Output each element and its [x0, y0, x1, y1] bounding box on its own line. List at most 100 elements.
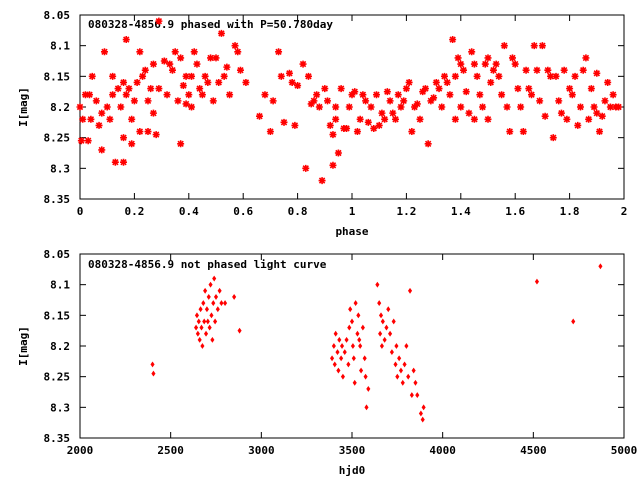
data-points — [150, 263, 603, 423]
data-point — [346, 361, 351, 368]
data-point — [563, 115, 571, 123]
data-point — [212, 275, 217, 282]
data-point — [367, 103, 375, 111]
data-point — [353, 300, 358, 306]
data-point — [275, 48, 283, 56]
data-point — [435, 85, 443, 93]
data-point — [489, 66, 497, 74]
data-point — [92, 97, 100, 105]
data-point — [122, 36, 130, 44]
data-point — [199, 324, 204, 331]
data-point — [420, 416, 425, 423]
data-point — [593, 69, 601, 77]
data-point — [392, 115, 400, 123]
data-point — [117, 103, 125, 111]
data-point — [152, 131, 160, 139]
data-point — [194, 312, 200, 319]
data-point — [299, 60, 307, 68]
data-point — [470, 115, 478, 123]
data-point — [329, 161, 337, 169]
data-point — [302, 164, 310, 172]
data-point — [351, 355, 356, 362]
data-point — [326, 121, 334, 129]
x-axis-label: phase — [335, 225, 368, 238]
data-point — [522, 66, 530, 74]
data-point — [576, 103, 584, 111]
data-point — [484, 115, 492, 123]
data-point — [465, 109, 473, 117]
data-point — [389, 109, 397, 117]
x-tick-label: 1.2 — [396, 205, 416, 218]
y-axis-label: I[mag] — [17, 326, 30, 366]
data-point — [155, 85, 163, 93]
data-point — [552, 72, 560, 80]
data-point — [360, 324, 365, 331]
data-point — [404, 343, 409, 349]
data-point — [419, 88, 427, 96]
data-point — [547, 72, 555, 80]
data-point — [609, 91, 617, 99]
data-point — [193, 60, 201, 68]
data-point — [402, 85, 410, 93]
data-point — [407, 287, 413, 294]
data-point — [98, 109, 106, 117]
data-point — [182, 100, 190, 108]
data-point — [122, 91, 130, 99]
data-point — [166, 60, 174, 68]
chart-title: 080328-4856.9 phased with P=50.780day — [88, 18, 333, 31]
data-point — [454, 54, 462, 62]
y-tick-label: 8.25 — [44, 371, 71, 384]
data-point — [194, 324, 199, 331]
data-point — [353, 128, 361, 136]
data-point — [514, 85, 522, 93]
x-tick-label: 0.6 — [233, 205, 253, 218]
data-point — [144, 97, 152, 105]
data-point — [86, 91, 94, 99]
data-point — [261, 91, 269, 99]
data-point — [100, 48, 108, 56]
data-point — [147, 85, 155, 93]
data-point — [266, 128, 274, 136]
data-point — [81, 91, 89, 99]
data-point — [288, 78, 296, 86]
data-point — [492, 60, 500, 68]
data-point — [217, 29, 225, 37]
data-point — [406, 373, 411, 380]
data-point — [398, 367, 404, 374]
data-point — [95, 121, 103, 129]
data-point — [103, 103, 111, 111]
data-point — [388, 330, 393, 337]
data-point — [277, 72, 285, 80]
data-point — [220, 72, 228, 80]
data-point — [196, 85, 204, 93]
data-point — [451, 115, 459, 123]
data-point — [114, 85, 122, 93]
data-point — [383, 88, 391, 96]
data-point — [185, 91, 193, 99]
data-point — [421, 85, 429, 93]
data-point — [457, 60, 465, 68]
data-point — [408, 128, 416, 136]
data-point — [357, 336, 362, 343]
x-tick-label: 0.2 — [124, 205, 144, 218]
data-point — [462, 88, 470, 96]
data-point — [315, 103, 323, 111]
data-point — [87, 115, 95, 123]
data-point — [291, 121, 299, 129]
data-point — [363, 373, 368, 380]
data-point — [133, 78, 141, 86]
data-point — [88, 72, 96, 80]
data-point — [604, 78, 612, 86]
data-point — [339, 355, 344, 362]
data-point — [355, 330, 360, 337]
data-point — [568, 91, 576, 99]
data-point — [555, 97, 563, 105]
data-point — [468, 48, 476, 56]
data-point — [359, 367, 364, 374]
data-point — [196, 318, 201, 325]
data-point — [393, 361, 398, 368]
data-point — [351, 88, 359, 96]
data-point — [394, 91, 402, 99]
data-point — [402, 361, 407, 368]
